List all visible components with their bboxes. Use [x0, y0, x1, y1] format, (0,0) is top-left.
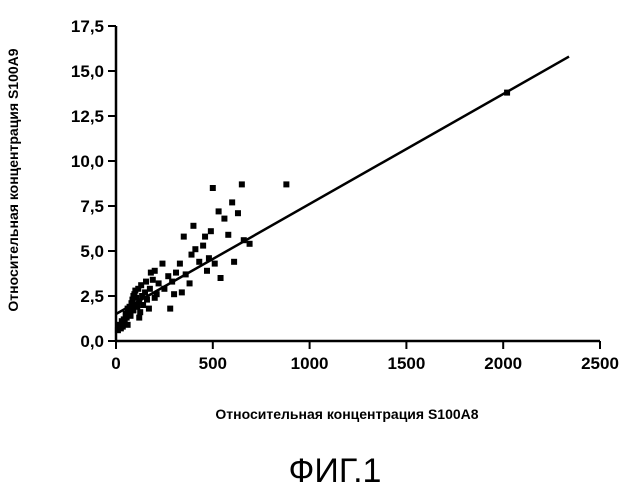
data-point — [181, 234, 187, 240]
x-axis-title: Относительная концентрация S100A8 — [215, 406, 478, 422]
axes — [115, 26, 600, 342]
figure-caption: ФИГ.1 — [289, 452, 382, 490]
data-point — [202, 234, 208, 240]
data-point — [208, 228, 214, 234]
fit-line — [116, 57, 569, 314]
data-point — [212, 261, 218, 267]
data-point — [247, 241, 253, 247]
data-point — [210, 185, 216, 191]
data-point — [196, 259, 202, 265]
data-point — [216, 208, 222, 214]
data-point — [204, 268, 210, 274]
x-tick-label: 2000 — [484, 354, 522, 373]
data-point — [147, 286, 153, 292]
data-point — [229, 199, 235, 205]
x-tick-label: 2500 — [581, 354, 619, 373]
x-tick-label: 0 — [111, 354, 120, 373]
data-point — [192, 246, 198, 252]
data-point — [146, 306, 152, 312]
y-tick-label: 0,0 — [80, 332, 104, 351]
y-tick-label: 15,0 — [71, 62, 104, 81]
data-point — [125, 322, 131, 328]
data-point — [143, 279, 149, 285]
data-point — [152, 268, 158, 274]
data-point — [235, 210, 241, 216]
data-point — [200, 243, 206, 249]
y-tick-label: 12,5 — [71, 107, 104, 126]
data-point — [179, 289, 185, 295]
data-point — [136, 315, 142, 321]
y-tick-label: 7,5 — [80, 197, 104, 216]
data-point — [128, 313, 134, 319]
data-point — [137, 309, 143, 315]
data-points — [115, 90, 510, 334]
y-tick-label: 10,0 — [71, 152, 104, 171]
y-tick-label: 2,5 — [80, 287, 104, 306]
x-tick-label: 1000 — [291, 354, 329, 373]
x-tick-label: 500 — [199, 354, 227, 373]
data-point — [187, 280, 193, 286]
data-point — [152, 295, 158, 301]
x-tick-label: 1500 — [387, 354, 425, 373]
data-point — [171, 291, 177, 297]
data-point — [239, 181, 245, 187]
data-point — [159, 261, 165, 267]
data-point — [140, 302, 146, 308]
data-point — [165, 273, 171, 279]
y-tick-label: 5,0 — [80, 242, 104, 261]
data-point — [190, 223, 196, 229]
data-point — [283, 181, 289, 187]
data-point — [130, 293, 136, 299]
y-tick-label: 17,5 — [71, 17, 104, 36]
data-point — [173, 270, 179, 276]
data-point — [134, 304, 140, 310]
data-point — [231, 259, 237, 265]
data-point — [150, 277, 156, 283]
fit-line-group — [116, 57, 569, 314]
data-point — [189, 252, 195, 258]
ticks: 0,0 2,5 5,0 7,5 10,0 12,5 15,0 17,5 0 500 1000 1500… — [71, 17, 619, 373]
data-point — [221, 216, 227, 222]
data-point — [218, 275, 224, 281]
data-point — [156, 280, 162, 286]
y-axis-title: Относительная концентрация S100A9 — [5, 48, 21, 311]
data-point — [167, 306, 173, 312]
data-point — [225, 232, 231, 238]
data-point — [177, 261, 183, 267]
